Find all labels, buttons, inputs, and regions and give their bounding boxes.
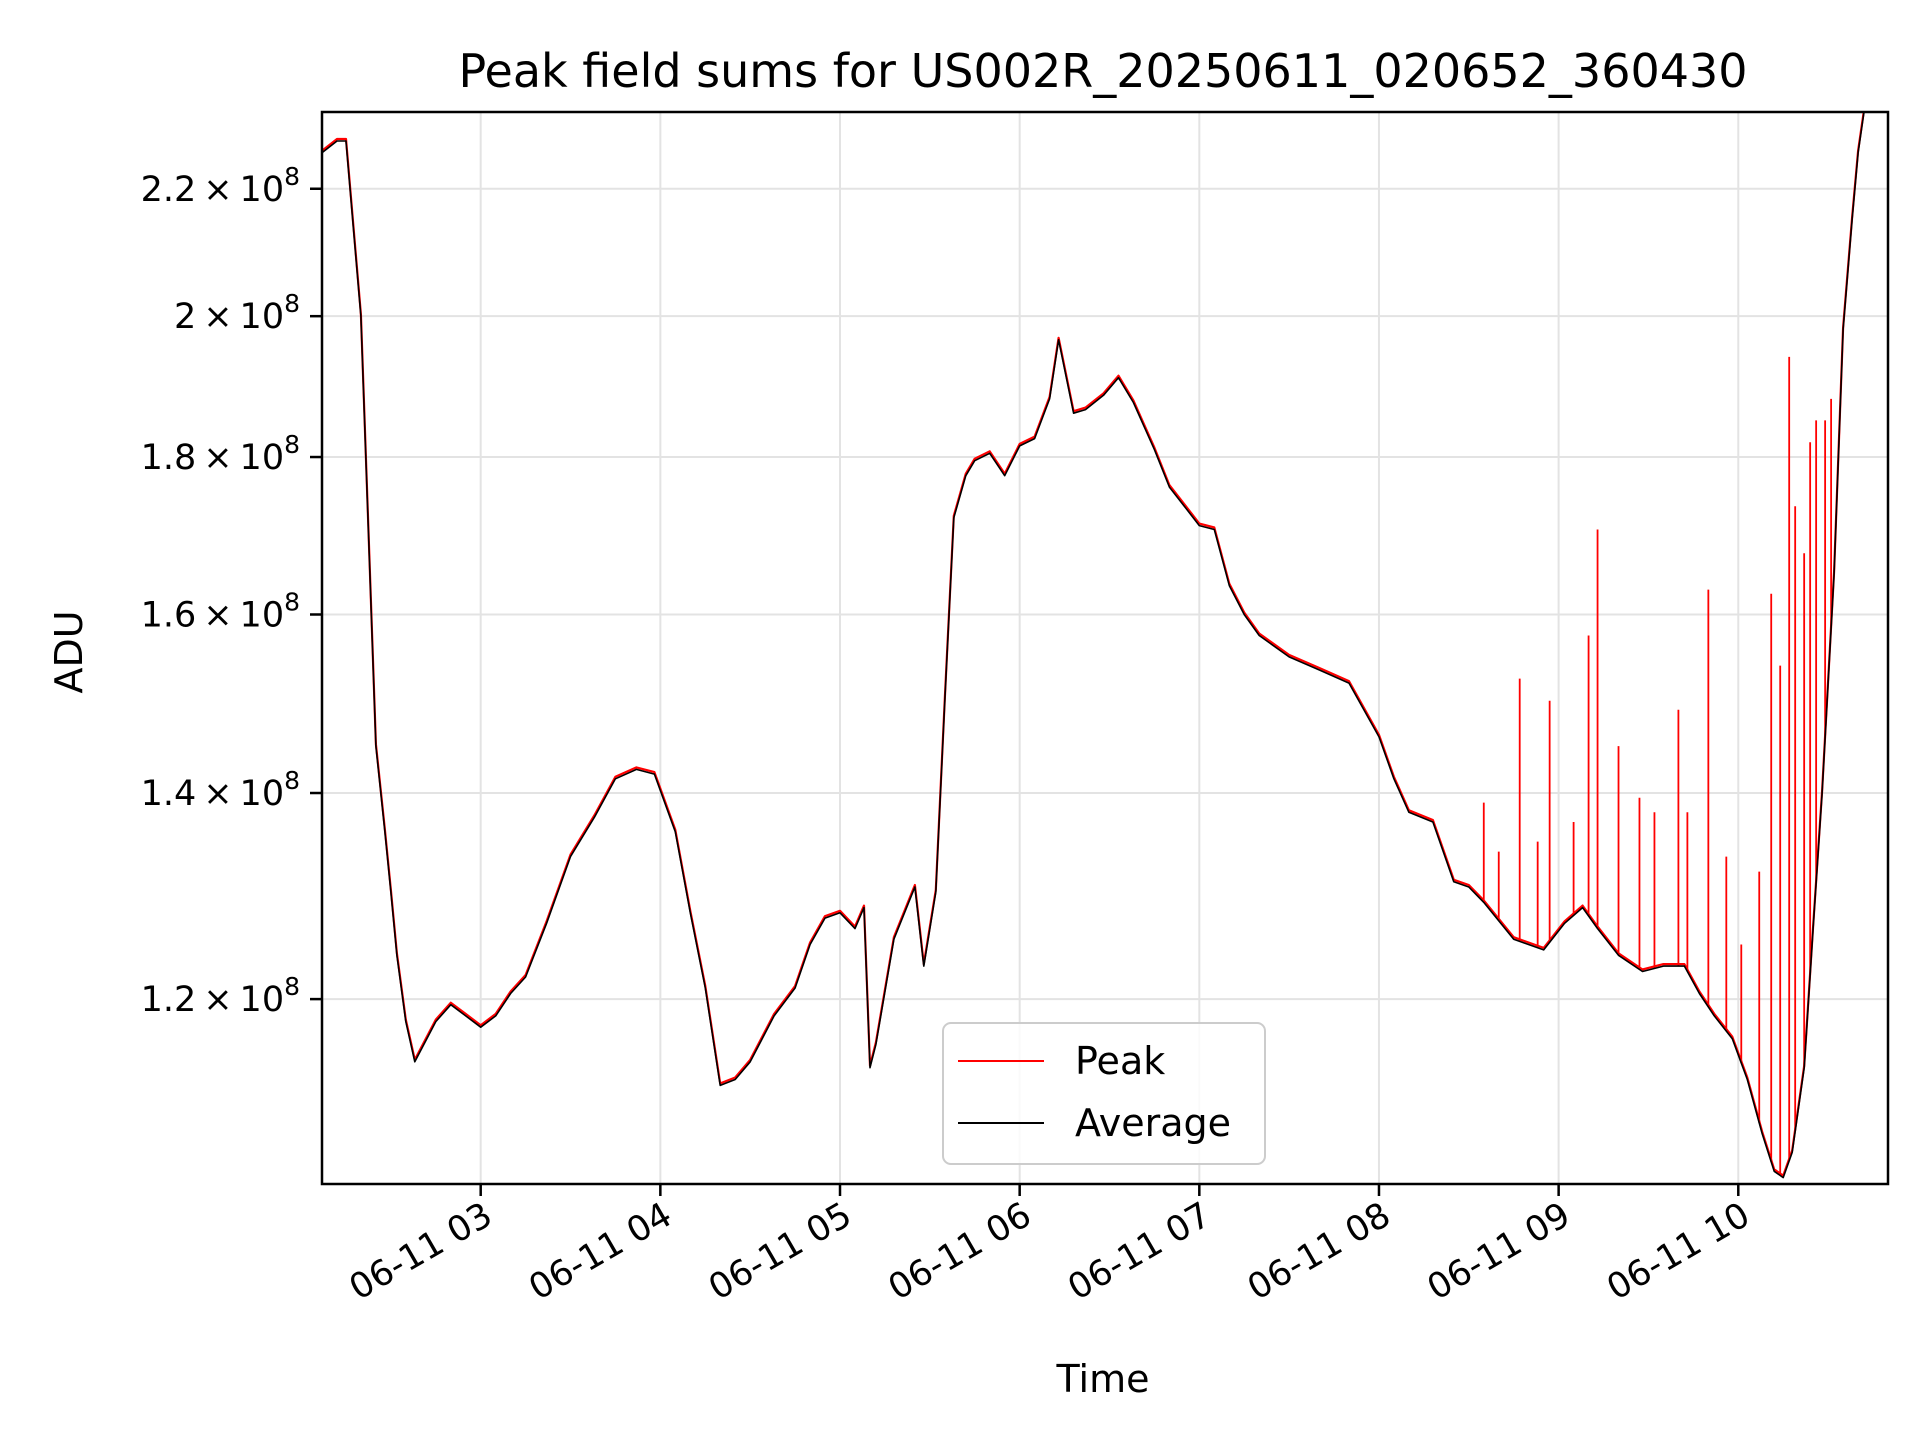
y-tick-base: 10 <box>240 170 285 210</box>
legend: Peak Average <box>942 1022 1266 1165</box>
y-tick-label: 1.2 × 108 <box>141 972 300 1020</box>
y-tick-base: 10 <box>240 438 285 478</box>
y-tick-exponent: 8 <box>284 972 300 1001</box>
y-tick-label: 1.4 × 108 <box>141 766 300 814</box>
y-tick-mantissa: 1.8 <box>141 438 197 478</box>
y-tick-label: 1.6 × 108 <box>141 587 300 635</box>
y-tick-label: 2 × 108 <box>174 289 300 337</box>
y-tick-mantissa: 1.6 <box>141 595 197 635</box>
legend-box <box>942 1022 1266 1165</box>
series <box>322 112 1888 1179</box>
y-tick-base: 10 <box>240 774 285 814</box>
y-tick-times: × <box>196 595 239 635</box>
y-tick-label: 1.8 × 108 <box>141 430 300 478</box>
y-tick-exponent: 8 <box>284 587 300 616</box>
chart-title: Peak field sums for US002R_20250611_0206… <box>458 44 1747 98</box>
y-tick-times: × <box>196 980 239 1020</box>
y-tick-base: 10 <box>240 297 285 337</box>
y-tick-label: 2.2 × 108 <box>141 162 300 210</box>
y-tick-times: × <box>196 438 239 478</box>
y-tick-times: × <box>196 774 239 814</box>
plot-frame <box>320 110 1890 1186</box>
y-tick-base: 10 <box>240 980 285 1020</box>
grid <box>322 112 1888 1184</box>
y-tick-base: 10 <box>240 595 285 635</box>
legend-label-average: Average <box>1075 1101 1231 1145</box>
y-tick-exponent: 8 <box>284 430 300 459</box>
y-axis-label: ADU <box>47 610 91 693</box>
y-tick-times: × <box>196 170 239 210</box>
y-tick-times: × <box>196 297 239 337</box>
y-tick-exponent: 8 <box>284 162 300 191</box>
y-tick-mantissa: 1.4 <box>141 774 197 814</box>
legend-label-peak: Peak <box>1075 1039 1165 1083</box>
y-tick-mantissa: 2 <box>174 297 196 337</box>
average-series-line <box>322 112 1888 1179</box>
y-tick-exponent: 8 <box>284 289 300 318</box>
y-tick-mantissa: 2.2 <box>141 170 197 210</box>
y-tick-exponent: 8 <box>284 766 300 795</box>
x-axis-label: Time <box>1056 1357 1150 1401</box>
y-tick-mantissa: 1.2 <box>141 980 197 1020</box>
